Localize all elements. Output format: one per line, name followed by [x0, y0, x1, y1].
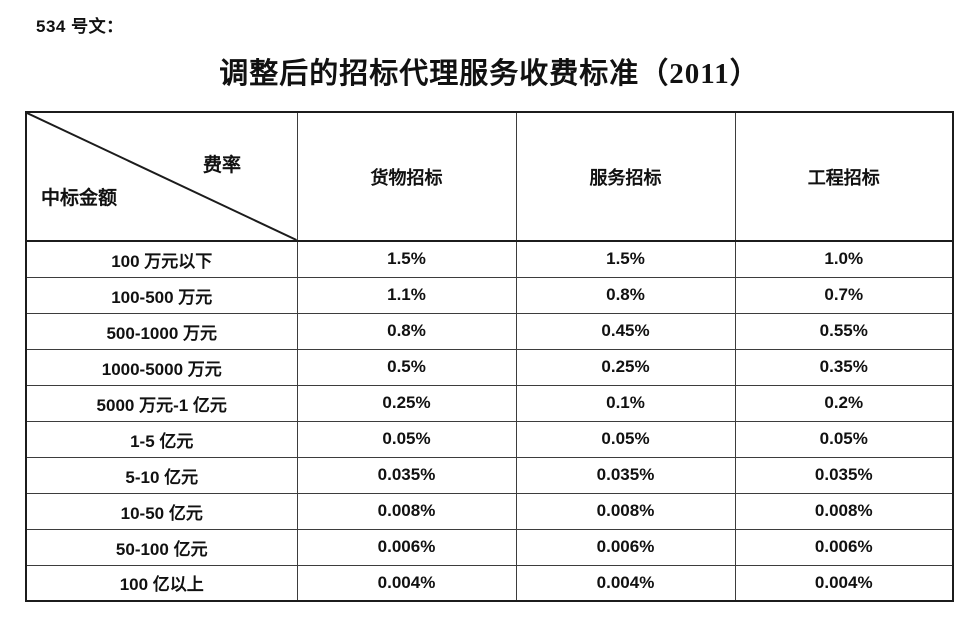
rate-cell: 0.008% [734, 492, 954, 530]
rate-cell: 0.035% [734, 456, 954, 494]
table-row: 500-1000 万元 0.8% 0.45% 0.55% [25, 312, 954, 350]
table-row: 5-10 亿元 0.035% 0.035% 0.035% [25, 456, 954, 494]
rate-cell: 1.5% [515, 240, 736, 278]
rate-cell: 0.004% [734, 564, 954, 602]
diagonal-divider-line [27, 113, 296, 239]
table-row: 50-100 亿元 0.006% 0.006% 0.006% [25, 528, 954, 566]
rate-cell: 0.05% [296, 420, 517, 458]
table-row: 10-50 亿元 0.008% 0.008% 0.008% [25, 492, 954, 530]
rate-cell: 1.1% [296, 276, 517, 314]
column-header-goods: 货物招标 [296, 111, 517, 242]
amount-range-cell: 5000 万元-1 亿元 [25, 384, 298, 422]
corner-label-bid-amount: 中标金额 [41, 188, 118, 209]
table-row: 100-500 万元 1.1% 0.8% 0.7% [25, 276, 954, 314]
table-row: 5000 万元-1 亿元 0.25% 0.1% 0.2% [25, 384, 954, 422]
amount-range-cell: 100-500 万元 [25, 276, 298, 314]
rate-cell: 1.5% [296, 240, 517, 278]
table-row: 100 亿以上 0.004% 0.004% 0.004% [25, 564, 954, 602]
rate-cell: 0.006% [515, 528, 736, 566]
rate-cell: 0.25% [296, 384, 517, 422]
rate-cell: 0.2% [734, 384, 954, 422]
amount-range-cell: 100 亿以上 [25, 564, 298, 602]
page-title: 调整后的招标代理服务收费标准（2011） [219, 58, 760, 90]
rate-cell: 0.008% [515, 492, 736, 530]
corner-label-fee-rate: 费率 [203, 155, 242, 176]
rate-cell: 0.35% [734, 348, 954, 386]
rate-cell: 0.008% [296, 492, 517, 530]
rate-cell: 1.0% [734, 240, 954, 278]
rate-cell: 0.55% [734, 312, 954, 350]
amount-range-cell: 100 万元以下 [25, 240, 298, 278]
rate-cell: 0.004% [296, 564, 517, 602]
rate-cell: 0.1% [515, 384, 736, 422]
rate-cell: 0.25% [515, 348, 736, 386]
rate-cell: 0.45% [515, 312, 736, 350]
amount-range-cell: 5-10 亿元 [25, 456, 298, 494]
table-row: 100 万元以下 1.5% 1.5% 1.0% [25, 240, 954, 278]
rate-cell: 0.035% [296, 456, 517, 494]
rate-cell: 0.7% [734, 276, 954, 314]
doc-ref-label: 534 号文： [36, 17, 124, 36]
diagonal-corner-cell: 费率 中标金额 [25, 111, 298, 242]
table-row: 1-5 亿元 0.05% 0.05% 0.05% [25, 420, 954, 458]
amount-range-cell: 500-1000 万元 [25, 312, 298, 350]
rate-cell: 0.05% [515, 420, 736, 458]
rate-cell: 0.8% [515, 276, 736, 314]
rate-cell: 0.8% [296, 312, 517, 350]
rate-cell: 0.035% [515, 456, 736, 494]
table-row: 1000-5000 万元 0.5% 0.25% 0.35% [25, 348, 954, 386]
fee-rate-table: 费率 中标金额 货物招标 服务招标 工程招标 100 万元以下 1.5% 1.5… [25, 111, 954, 602]
rate-cell: 0.004% [515, 564, 736, 602]
header-row: 费率 中标金额 货物招标 服务招标 工程招标 [25, 111, 954, 242]
rate-cell: 0.5% [296, 348, 517, 386]
amount-range-cell: 50-100 亿元 [25, 528, 298, 566]
amount-range-cell: 1-5 亿元 [25, 420, 298, 458]
column-header-service: 服务招标 [515, 111, 736, 242]
rate-cell: 0.006% [734, 528, 954, 566]
amount-range-cell: 10-50 亿元 [25, 492, 298, 530]
rate-cell: 0.05% [734, 420, 954, 458]
column-header-engineering: 工程招标 [734, 111, 954, 242]
amount-range-cell: 1000-5000 万元 [25, 348, 298, 386]
rate-cell: 0.006% [296, 528, 517, 566]
